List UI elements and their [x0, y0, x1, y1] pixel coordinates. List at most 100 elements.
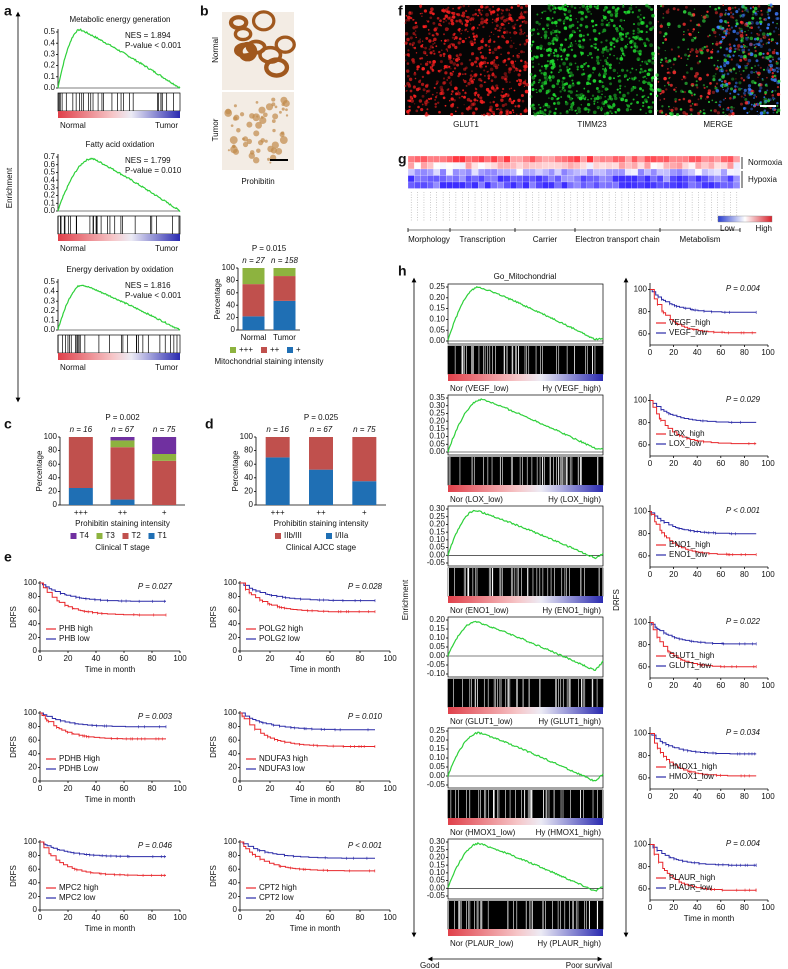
signal-dot: [502, 15, 505, 19]
ihc-stain: [228, 15, 249, 31]
signal-dot: [465, 15, 468, 18]
heatmap-cell: [548, 162, 555, 170]
signal-dot: [499, 108, 503, 112]
signal-dot: [727, 31, 731, 35]
p-value: P-value < 0.001: [125, 291, 182, 300]
signal-dot: [570, 48, 574, 52]
signal-dot: [414, 30, 417, 32]
ihc-stain: [272, 128, 276, 133]
signal-dot: [719, 106, 721, 108]
signal-dot: [751, 91, 754, 95]
signal-dot: [711, 90, 716, 95]
signal-dot: [449, 60, 454, 64]
signal-dot: [467, 30, 469, 33]
signal-dot: [727, 106, 730, 109]
x-tick-label: 60: [120, 654, 129, 663]
signal-dot: [507, 70, 511, 74]
signal-dot: [596, 101, 599, 104]
signal-dot: [647, 59, 652, 63]
heatmap-cell: [554, 168, 562, 176]
signal-dot: [522, 33, 524, 35]
signal-dot: [682, 22, 686, 26]
x-tick-label: 0: [648, 459, 653, 468]
signal-dot: [568, 62, 573, 66]
signal-dot: [421, 94, 425, 98]
signal-dot: [714, 11, 718, 15]
signal-dot: [564, 3, 567, 7]
signal-dot: [703, 86, 706, 89]
signal-dot: [548, 78, 552, 82]
signal-dot: [523, 68, 527, 72]
signal-dot: [642, 80, 646, 84]
signal-dot: [568, 68, 571, 70]
heatmap-cell: [637, 162, 645, 170]
heatmap-cell: [503, 155, 511, 163]
legend-label: PDHB High: [59, 754, 100, 763]
signal-dot: [739, 33, 744, 38]
signal-dot: [773, 74, 777, 78]
signal-dot: [741, 88, 743, 90]
heatmap-cell: [593, 175, 600, 183]
left-label: Nor (LOX_low): [450, 495, 503, 504]
signal-dot: [711, 28, 716, 32]
ihc-stain: [253, 130, 260, 137]
y-tick-label: 0.00: [429, 883, 445, 892]
signal-dot: [438, 110, 441, 114]
signal-dot: [714, 73, 717, 75]
signal-dot: [663, 35, 666, 38]
y-tick-label: 80: [228, 592, 237, 601]
signal-dot: [448, 57, 452, 61]
signal-dot: [687, 29, 689, 31]
signal-dot: [530, 57, 535, 61]
signal-dot: [407, 84, 412, 88]
signal-dot: [601, 47, 606, 51]
signal-dot: [719, 46, 722, 49]
heatmap-cell: [567, 155, 575, 163]
signal-dot: [577, 93, 581, 97]
bar-segment: [110, 447, 135, 500]
signal-dot: [753, 43, 756, 46]
right-label: Hy (VEGF_high): [542, 384, 601, 393]
y-tick-label: 0: [53, 500, 58, 509]
signal-dot: [404, 53, 408, 57]
signal-dot: [750, 70, 754, 74]
signal-dot: [467, 106, 471, 110]
channel-label: GLUT1: [453, 120, 479, 129]
signal-dot: [695, 49, 699, 54]
heatmap-cell: [522, 162, 530, 170]
signal-dot: [450, 80, 452, 82]
signal-dot: [626, 104, 631, 108]
signal-dot: [730, 105, 733, 109]
signal-dot: [638, 52, 642, 56]
signal-dot: [513, 27, 516, 30]
signal-dot: [604, 95, 607, 98]
signal-dot: [564, 101, 569, 106]
heatmap-cell: [637, 155, 645, 163]
signal-dot: [564, 18, 566, 21]
x-tick-label: 20: [266, 784, 275, 793]
plot-title: Metabolic energy generation: [70, 15, 171, 24]
signal-dot: [738, 81, 742, 85]
heatmap-cell: [414, 175, 421, 183]
signal-dot: [644, 44, 647, 48]
heatmap-cell: [644, 168, 651, 176]
signal-dot: [772, 99, 775, 101]
signal-dot: [738, 27, 741, 30]
signal-dot: [762, 43, 765, 46]
heatmap-cell: [720, 168, 728, 176]
ihc-stain: [246, 121, 253, 128]
signal-dot: [571, 97, 574, 100]
signal-dot: [563, 22, 565, 25]
x-tick-label: 100: [173, 654, 187, 663]
signal-dot: [445, 19, 448, 22]
signal-dot: [555, 97, 559, 101]
left-label: Nor (ENO1_low): [450, 606, 509, 615]
signal-dot: [514, 60, 517, 62]
x-tick-label: 40: [92, 654, 101, 663]
signal-dot: [725, 47, 729, 51]
signal-dot: [444, 71, 448, 75]
heatmap-cell: [459, 155, 466, 163]
x-tick-label: 40: [92, 784, 101, 793]
signal-dot: [541, 87, 545, 90]
signal-dot: [648, 109, 653, 114]
